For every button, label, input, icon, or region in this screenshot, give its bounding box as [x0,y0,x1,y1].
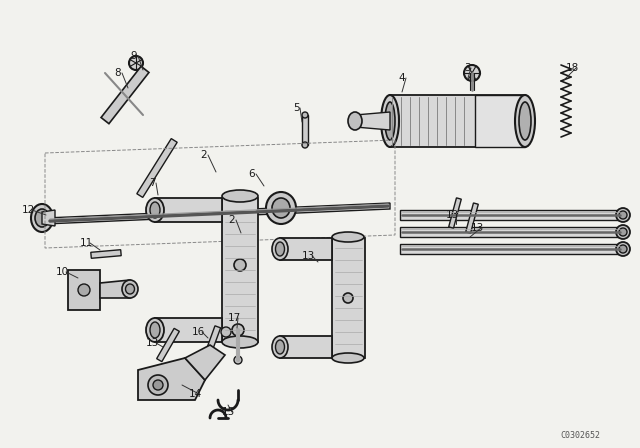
Text: 15: 15 [221,407,235,417]
Ellipse shape [619,245,627,253]
Ellipse shape [153,380,163,390]
Ellipse shape [275,242,285,256]
Ellipse shape [275,340,285,354]
Polygon shape [449,198,461,228]
Ellipse shape [619,211,627,219]
Polygon shape [475,95,525,147]
Polygon shape [138,358,205,400]
Ellipse shape [302,112,308,118]
Polygon shape [280,238,332,260]
Text: 13: 13 [445,210,459,220]
Ellipse shape [332,232,364,242]
Polygon shape [42,210,55,226]
Polygon shape [137,138,177,198]
Ellipse shape [78,284,90,296]
Text: 9: 9 [131,51,138,61]
Ellipse shape [616,208,630,222]
Text: 2: 2 [201,150,207,160]
Text: 4: 4 [399,73,405,83]
Text: 13: 13 [470,223,484,233]
Polygon shape [400,244,622,254]
Polygon shape [101,66,149,124]
Ellipse shape [232,324,244,336]
Ellipse shape [519,102,531,140]
Ellipse shape [616,242,630,256]
Ellipse shape [129,56,143,70]
Ellipse shape [31,204,53,232]
Ellipse shape [343,293,353,303]
Polygon shape [332,238,365,358]
Text: 16: 16 [191,327,205,337]
Polygon shape [155,198,222,222]
Ellipse shape [234,259,246,271]
Polygon shape [222,198,258,342]
Ellipse shape [381,95,399,147]
Text: 3: 3 [464,63,470,73]
Ellipse shape [150,322,160,338]
Polygon shape [400,227,622,237]
Ellipse shape [222,190,258,202]
Ellipse shape [35,209,49,227]
Ellipse shape [146,318,164,342]
Ellipse shape [150,202,160,218]
Ellipse shape [616,225,630,239]
Polygon shape [355,112,390,130]
Polygon shape [185,345,225,380]
Polygon shape [400,210,622,220]
Ellipse shape [515,95,535,147]
Text: 2: 2 [228,215,236,225]
Text: 7: 7 [148,178,156,188]
Ellipse shape [332,353,364,363]
Polygon shape [45,203,390,224]
Polygon shape [466,203,478,233]
Ellipse shape [385,102,395,140]
Text: 17: 17 [227,313,241,323]
Text: 14: 14 [188,389,202,399]
Text: 18: 18 [565,63,579,73]
Polygon shape [91,250,121,258]
Ellipse shape [148,375,168,395]
Ellipse shape [266,192,296,224]
Text: 10: 10 [56,267,68,277]
Polygon shape [100,280,130,298]
Text: 13: 13 [301,251,315,261]
Polygon shape [68,270,100,310]
Ellipse shape [272,238,288,260]
Polygon shape [390,95,525,147]
Polygon shape [157,328,179,362]
Ellipse shape [146,198,164,222]
Text: C0302652: C0302652 [560,431,600,439]
Text: 11: 11 [79,238,93,248]
Ellipse shape [464,65,480,81]
Ellipse shape [348,112,362,130]
Ellipse shape [272,336,288,358]
Text: 12: 12 [21,205,35,215]
Ellipse shape [272,198,290,218]
Text: 8: 8 [115,68,122,78]
Ellipse shape [619,228,627,236]
Text: 6: 6 [249,169,255,179]
Polygon shape [302,115,308,145]
Ellipse shape [302,142,308,148]
Ellipse shape [125,284,134,294]
Polygon shape [155,318,222,342]
Ellipse shape [222,336,258,348]
Polygon shape [280,336,332,358]
Ellipse shape [221,327,231,337]
Text: 13: 13 [145,338,159,348]
Ellipse shape [122,280,138,298]
Text: 5: 5 [292,103,300,113]
Polygon shape [205,326,221,354]
Ellipse shape [234,356,242,364]
